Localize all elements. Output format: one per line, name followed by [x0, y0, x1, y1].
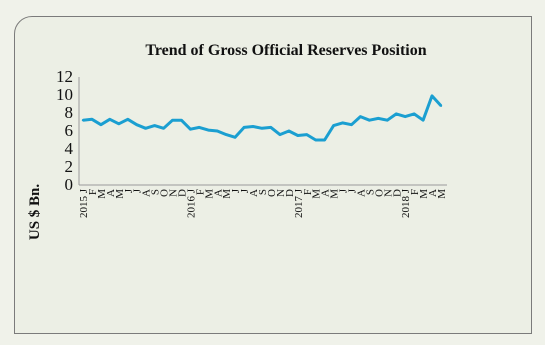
x-tick-label: F	[409, 189, 421, 195]
data-point	[341, 121, 344, 125]
data-point	[260, 127, 264, 130]
x-tick-label: O	[266, 189, 278, 197]
x-tick-label: O	[373, 189, 385, 197]
data-point	[233, 136, 237, 139]
x-tick-label: A	[248, 189, 260, 197]
x-tick-label: J	[123, 188, 135, 193]
x-tick-label: A	[427, 189, 439, 197]
data-point	[135, 123, 138, 126]
y-tick-label: 12	[56, 67, 73, 86]
x-tick-label: M	[329, 189, 341, 199]
data-point	[278, 133, 282, 136]
data-point	[242, 126, 246, 129]
x-tick-label: S	[150, 189, 162, 195]
data-point	[171, 119, 174, 122]
x-tick-label: J	[239, 188, 251, 193]
series-layer	[81, 94, 443, 142]
data-point	[198, 126, 201, 129]
y-tick-label: 6	[65, 121, 74, 140]
chart-title: Trend of Gross Official Reserves Positio…	[145, 42, 426, 59]
data-point	[386, 119, 389, 122]
data-point	[430, 94, 434, 98]
x-tick-label: J	[338, 188, 350, 193]
x-tick-label: 2017 J	[293, 188, 305, 218]
line-chart: Trend of Gross Official Reserves Positio…	[27, 42, 448, 241]
y-axis-label: US $ Bn.	[27, 184, 43, 241]
x-tick-label: M	[96, 189, 108, 199]
x-tick-label: N	[275, 189, 287, 197]
x-tick-label: 2015 J	[78, 188, 90, 218]
x-tick-label: M	[114, 189, 126, 199]
data-point	[377, 117, 380, 120]
data-point	[225, 133, 228, 136]
x-tick-label: S	[364, 189, 376, 195]
x-tick-label: A	[105, 189, 117, 197]
data-point	[421, 119, 425, 122]
y-tick-label: 10	[56, 85, 73, 104]
data-point	[144, 127, 147, 130]
x-tick-label: F	[194, 189, 206, 195]
data-point	[99, 123, 103, 126]
data-point	[439, 104, 443, 108]
data-point	[207, 128, 210, 132]
data-point	[404, 115, 407, 118]
x-tick-label: M	[221, 189, 233, 199]
data-point	[350, 123, 353, 126]
x-tick-label: N	[382, 189, 394, 197]
x-tick-label: M	[311, 189, 323, 199]
data-point	[412, 112, 416, 116]
data-point	[162, 127, 165, 130]
data-point	[90, 118, 94, 121]
data-point	[251, 125, 255, 128]
x-tick-label: A	[212, 189, 224, 197]
x-tick-label: N	[168, 189, 180, 197]
x-tick-label: M	[436, 189, 448, 199]
data-point	[153, 124, 156, 127]
x-tick-label: J	[132, 188, 144, 193]
x-tick-label: F	[87, 189, 99, 195]
x-tick-label: D	[391, 189, 403, 197]
data-point	[323, 138, 326, 142]
chart-panel: Trend of Gross Official Reserves Positio…	[14, 16, 532, 334]
series-line	[82, 94, 443, 142]
data-point	[216, 129, 219, 133]
data-point	[305, 133, 308, 136]
x-tick-label: O	[159, 189, 171, 197]
data-point	[287, 129, 291, 133]
y-tick-label: 0	[65, 175, 74, 194]
x-tick-label: D	[284, 189, 296, 197]
y-tick-label: 2	[65, 157, 74, 176]
x-tick-label: J	[347, 188, 359, 193]
data-point	[332, 124, 335, 127]
data-point	[269, 126, 273, 129]
x-tick-label: D	[176, 189, 188, 197]
data-point	[189, 128, 192, 131]
y-tick-label: 8	[65, 103, 74, 122]
x-tick-label: A	[141, 189, 153, 197]
data-point	[395, 112, 398, 116]
x-tick-label: S	[257, 189, 269, 195]
data-point	[81, 119, 85, 122]
data-point	[314, 138, 317, 142]
x-tick-label: A	[320, 189, 332, 197]
y-tick-label: 4	[65, 139, 74, 158]
x-tick-label: M	[203, 189, 215, 199]
data-point	[117, 122, 121, 126]
x-tick-label: 2016 J	[185, 188, 197, 218]
x-tick-label: F	[302, 189, 314, 195]
x-tick-label: 2018 J	[400, 188, 412, 218]
data-point	[108, 118, 112, 121]
data-point	[126, 118, 129, 121]
data-point	[296, 134, 299, 137]
x-tick-label: M	[418, 189, 430, 199]
x-tick-label: A	[355, 189, 367, 197]
data-point	[359, 115, 362, 118]
data-point	[368, 119, 371, 122]
data-point	[180, 119, 183, 122]
x-tick-label: J	[230, 188, 242, 193]
